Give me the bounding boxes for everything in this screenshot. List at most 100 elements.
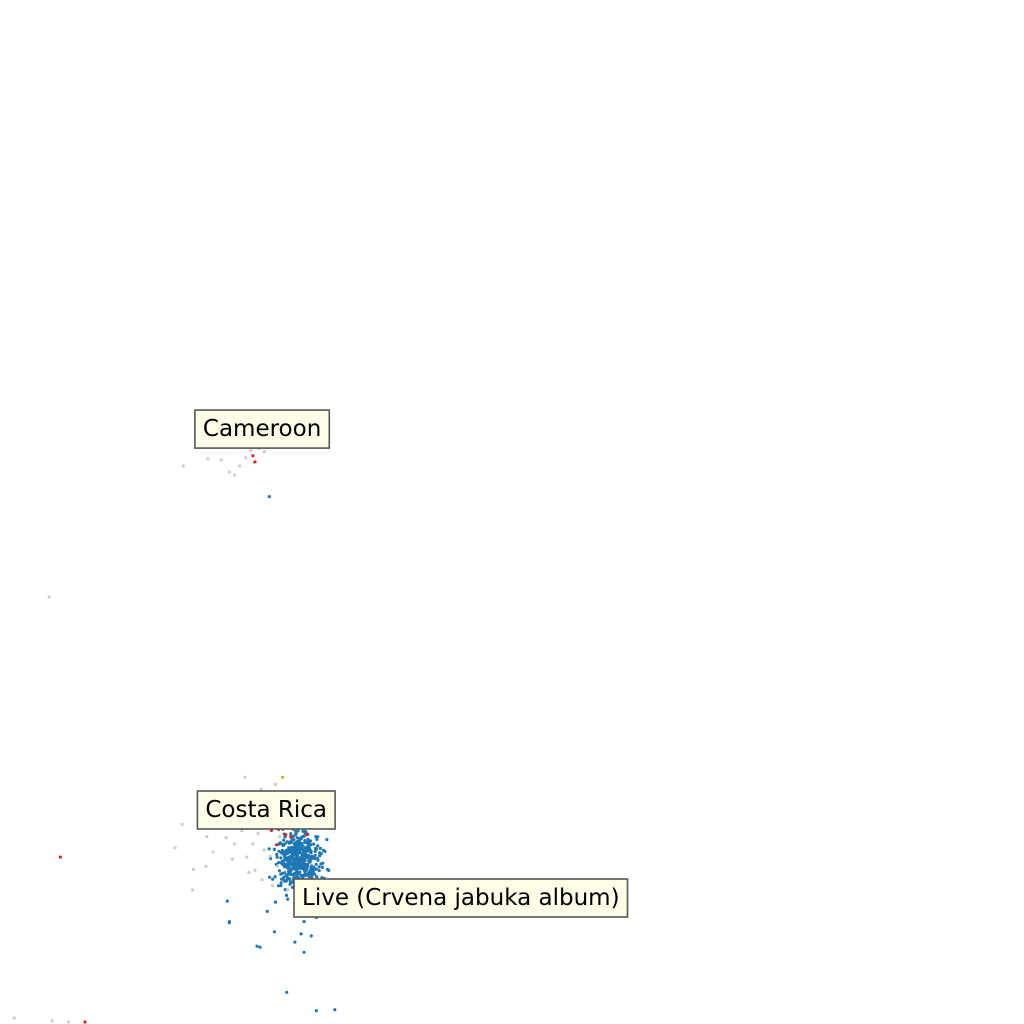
point-blue <box>333 1008 337 1012</box>
point-gray <box>190 888 195 892</box>
point-gray <box>256 831 260 836</box>
annotation-label: Live (Crvena jabuka album) <box>293 878 629 918</box>
point-blue <box>289 872 293 877</box>
cluster-point <box>315 856 319 861</box>
point-gray <box>67 1020 71 1024</box>
cluster-point <box>268 875 272 879</box>
point-gray <box>47 595 51 599</box>
point-blue <box>272 930 276 934</box>
point-gray <box>181 464 185 468</box>
cluster-point <box>296 829 300 833</box>
annotation-label: Cameroon <box>194 409 331 449</box>
point-red <box>284 833 288 837</box>
point-blue <box>314 1009 318 1013</box>
cluster-point <box>272 847 276 852</box>
cluster-point <box>279 881 283 885</box>
point-blue <box>265 909 269 914</box>
cluster-point <box>284 893 289 898</box>
cluster-point <box>296 856 300 860</box>
cluster-point <box>315 875 319 879</box>
cluster-point <box>318 846 322 851</box>
cluster-point <box>298 838 302 842</box>
point-blue <box>293 845 297 849</box>
point-blue <box>295 870 299 875</box>
cluster-point <box>314 846 318 851</box>
annotation-text: Live (Crvena jabuka album) <box>302 885 620 911</box>
points-layer <box>12 426 337 1024</box>
point-blue <box>302 920 306 924</box>
cluster-point <box>288 840 292 844</box>
point-red <box>58 855 63 859</box>
point-gray <box>211 850 215 854</box>
point-blue <box>293 940 297 944</box>
point-blue <box>304 866 308 871</box>
cluster-point <box>317 865 321 869</box>
cluster-point <box>284 852 288 856</box>
point-red <box>305 833 309 837</box>
point-red <box>253 460 257 464</box>
cluster-point <box>298 850 302 855</box>
point-gray <box>205 835 209 839</box>
cluster-point <box>289 832 293 836</box>
cluster-point <box>280 848 284 852</box>
cluster-point <box>301 844 305 848</box>
cluster-point <box>291 853 296 857</box>
point-gray <box>260 878 264 882</box>
point-red <box>289 835 293 839</box>
cluster-point <box>314 835 318 839</box>
point-blue <box>287 850 291 854</box>
cluster-point <box>291 834 295 838</box>
cluster-point <box>279 842 283 846</box>
cluster-point <box>312 842 316 846</box>
point-gray <box>232 473 237 477</box>
point-gray <box>253 868 257 873</box>
point-gray <box>204 864 208 868</box>
cluster-point <box>286 858 290 862</box>
cluster-point <box>325 838 329 842</box>
point-gray <box>50 1019 54 1023</box>
point-blue <box>301 852 305 856</box>
cluster-point <box>295 836 299 840</box>
point-gray <box>173 846 177 850</box>
cluster-point <box>297 840 301 844</box>
point-blue <box>273 900 278 904</box>
cluster-point <box>288 879 292 883</box>
cluster-point <box>288 869 293 874</box>
cluster-point <box>305 849 309 853</box>
cluster-point <box>271 877 275 881</box>
cluster-point <box>269 856 273 861</box>
cluster-point <box>301 865 305 870</box>
point-blue <box>225 899 229 903</box>
point-gray <box>191 867 196 872</box>
point-gray <box>286 888 290 892</box>
cluster-point <box>283 888 287 892</box>
point-blue <box>284 862 288 866</box>
point-blue <box>282 876 286 880</box>
cluster-point <box>320 865 324 870</box>
point-blue <box>286 897 290 901</box>
cluster-point <box>309 851 313 855</box>
annotation-layer: Cameroon Costa Rica Live (Crvena jabuka al… <box>194 409 629 918</box>
cluster-point <box>267 847 271 851</box>
cluster-point <box>307 872 311 876</box>
point-blue <box>292 863 296 867</box>
point-gray <box>268 854 272 858</box>
point-gray <box>230 857 234 861</box>
point-gray <box>238 464 242 468</box>
point-salmon <box>273 782 278 787</box>
cluster-point <box>276 861 281 865</box>
cluster-point <box>292 873 296 877</box>
point-gray <box>278 835 282 839</box>
cluster-point <box>288 877 292 881</box>
point-gray <box>262 848 266 852</box>
point-gray <box>262 450 266 454</box>
cluster-point <box>303 856 307 860</box>
cluster-point <box>313 853 317 858</box>
cluster-point <box>283 842 287 846</box>
point-gray <box>180 822 184 826</box>
point-blue <box>255 944 259 948</box>
cluster-point <box>275 852 279 857</box>
point-red <box>274 843 279 847</box>
